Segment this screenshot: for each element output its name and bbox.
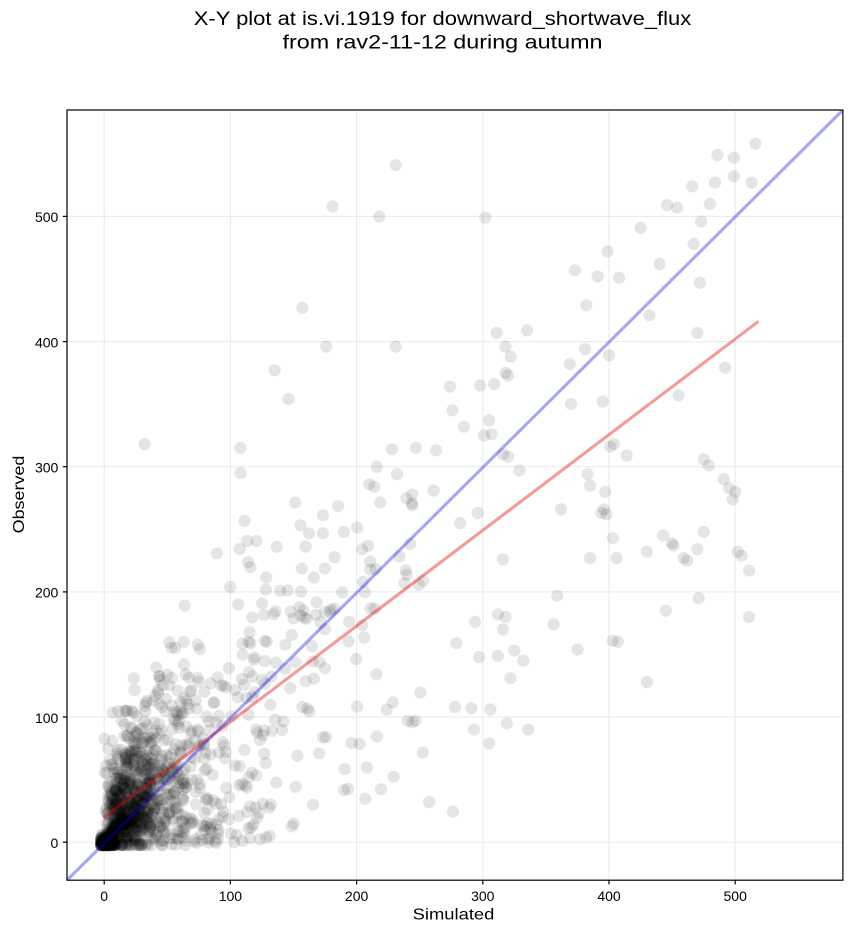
svg-text:0: 0	[100, 888, 108, 904]
svg-text:300: 300	[35, 460, 59, 476]
svg-text:100: 100	[219, 888, 243, 904]
svg-text:200: 200	[35, 585, 59, 601]
svg-text:X-Y plot at is.vi.1919 for dow: X-Y plot at is.vi.1919 for downward_shor…	[194, 9, 692, 30]
svg-text:400: 400	[597, 888, 621, 904]
svg-text:Simulated: Simulated	[413, 907, 495, 924]
svg-text:Observed: Observed	[11, 456, 28, 534]
svg-text:500: 500	[724, 888, 748, 904]
svg-text:500: 500	[35, 209, 59, 225]
svg-text:0: 0	[51, 835, 59, 851]
svg-text:from rav2-11-12 during autumn: from rav2-11-12 during autumn	[283, 33, 603, 54]
svg-text:200: 200	[345, 888, 369, 904]
svg-text:400: 400	[35, 334, 59, 350]
svg-text:100: 100	[35, 710, 59, 726]
svg-text:300: 300	[471, 888, 495, 904]
